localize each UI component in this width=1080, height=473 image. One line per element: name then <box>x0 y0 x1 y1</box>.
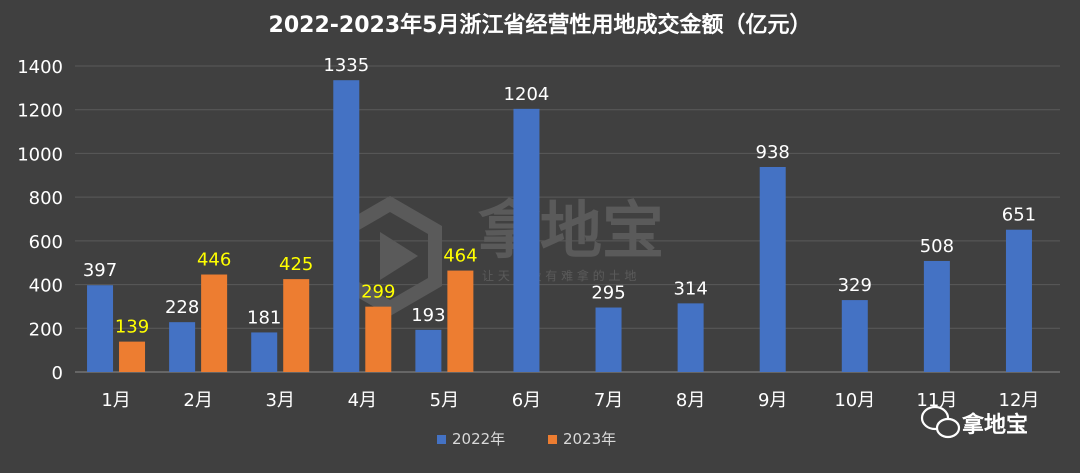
x-tick-label: 12月 <box>999 390 1040 411</box>
y-tick-label: 0 <box>52 363 63 384</box>
bar <box>513 108 540 372</box>
watermark-slogan: 让 天 下 没 有 难 拿 的 土 地 <box>482 268 636 283</box>
bar <box>759 166 786 372</box>
x-tick-label: 11月 <box>916 390 957 411</box>
legend-swatch-2023 <box>548 435 557 444</box>
bar <box>283 279 310 372</box>
data-label: 446 <box>197 250 231 271</box>
y-tick-label: 800 <box>29 188 63 209</box>
y-tick-label: 600 <box>29 232 63 253</box>
x-tick-label: 10月 <box>834 390 875 411</box>
y-axis: 0 200 400 600 800 1000 1200 1400 <box>17 57 63 384</box>
x-tick-label: 7月 <box>594 390 623 411</box>
data-label: 425 <box>279 254 313 275</box>
bar <box>87 285 114 372</box>
x-tick-label: 2月 <box>183 390 212 411</box>
chart-title: 2022-2023年5月浙江省经营性用地成交金额（亿元） <box>269 12 812 38</box>
data-label: 464 <box>443 246 477 267</box>
grid-lines <box>75 65 1060 373</box>
data-label: 1204 <box>504 84 550 105</box>
data-labels: 397 139 228 446 181 425 1335 299 193 464 1204 295 31… <box>83 55 1036 337</box>
x-tick-label: 8月 <box>676 390 705 411</box>
data-label: 397 <box>83 260 117 281</box>
legend: 2022年 2023年 <box>437 430 616 448</box>
bar <box>365 306 392 372</box>
x-axis: 1月 2月 3月 4月 5月 6月 7月 8月 9月 10月 11月 12月 <box>101 390 1039 411</box>
bar <box>201 274 228 372</box>
wechat-badge: 拿地宝 <box>920 405 1028 439</box>
bar <box>1005 229 1032 372</box>
x-tick-label: 6月 <box>512 390 541 411</box>
bar <box>841 300 868 372</box>
data-label: 295 <box>591 283 625 304</box>
legend-label-2023: 2023年 <box>563 430 616 448</box>
bar <box>923 260 950 372</box>
data-label: 299 <box>361 282 395 303</box>
watermark-play-icon <box>380 232 418 280</box>
bars <box>87 80 1032 372</box>
data-label: 181 <box>247 307 281 328</box>
data-label: 329 <box>838 275 872 296</box>
watermark-text: 拿地宝 <box>478 194 664 267</box>
y-tick-label: 1200 <box>17 101 63 122</box>
data-label: 193 <box>411 305 445 326</box>
data-label: 228 <box>165 297 199 318</box>
x-tick-label: 4月 <box>348 390 377 411</box>
bar <box>595 307 622 372</box>
y-tick-label: 200 <box>29 319 63 340</box>
x-tick-label: 3月 <box>265 390 294 411</box>
data-label: 651 <box>1002 205 1036 226</box>
data-label: 938 <box>756 142 790 163</box>
legend-label-2022: 2022年 <box>452 430 505 448</box>
data-label: 314 <box>673 278 707 299</box>
bar <box>333 80 360 372</box>
y-tick-label: 1000 <box>17 144 63 165</box>
data-label: 1335 <box>323 55 369 76</box>
bar <box>119 341 146 372</box>
legend-swatch-2022 <box>437 435 446 444</box>
wechat-badge-text: 拿地宝 <box>961 412 1028 438</box>
data-label: 139 <box>115 317 149 338</box>
wechat-icon-bubble <box>935 417 961 439</box>
y-tick-label: 400 <box>29 276 63 297</box>
bar <box>447 270 474 372</box>
bar <box>169 322 196 372</box>
bar <box>251 332 278 372</box>
bar <box>677 303 704 372</box>
x-tick-label: 1月 <box>101 390 130 411</box>
x-tick-label: 5月 <box>430 390 459 411</box>
y-tick-label: 1400 <box>17 57 63 78</box>
data-label: 508 <box>920 236 954 257</box>
x-tick-label: 9月 <box>758 390 787 411</box>
bar <box>415 329 442 372</box>
